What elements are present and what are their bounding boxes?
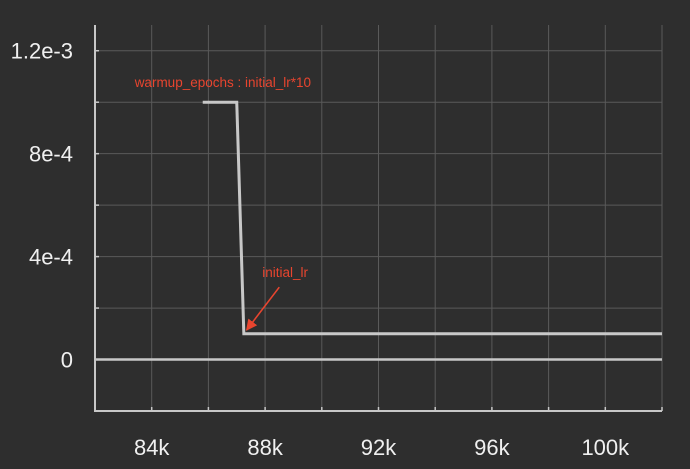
x-tick-label: 100k xyxy=(581,435,630,460)
y-tick-label: 8e-4 xyxy=(29,142,73,167)
warmup-annotation: warmup_epochs : initial_lr*10 xyxy=(134,75,311,90)
annotations: warmup_epochs : initial_lr*10 initial_lr xyxy=(134,75,311,331)
initial-lr-annotation: initial_lr xyxy=(262,265,308,280)
x-tick-label: 96k xyxy=(474,435,510,460)
x-tick-label: 92k xyxy=(361,435,397,460)
series xyxy=(202,100,662,336)
y-tick-label: 0 xyxy=(61,348,73,373)
axes xyxy=(94,25,663,412)
x-tick-label: 84k xyxy=(134,435,170,460)
x-tick-label: 88k xyxy=(247,435,283,460)
y-tick-label: 1.2e-3 xyxy=(11,39,73,64)
x-axis-ticks: 84k 88k 92k 96k 100k xyxy=(134,435,630,460)
y-tick-label: 4e-4 xyxy=(29,245,73,270)
learning-rate-line xyxy=(202,100,662,336)
annotation-arrow xyxy=(245,286,280,331)
y-axis-ticks: 0 4e-4 8e-4 1.2e-3 xyxy=(11,39,73,373)
